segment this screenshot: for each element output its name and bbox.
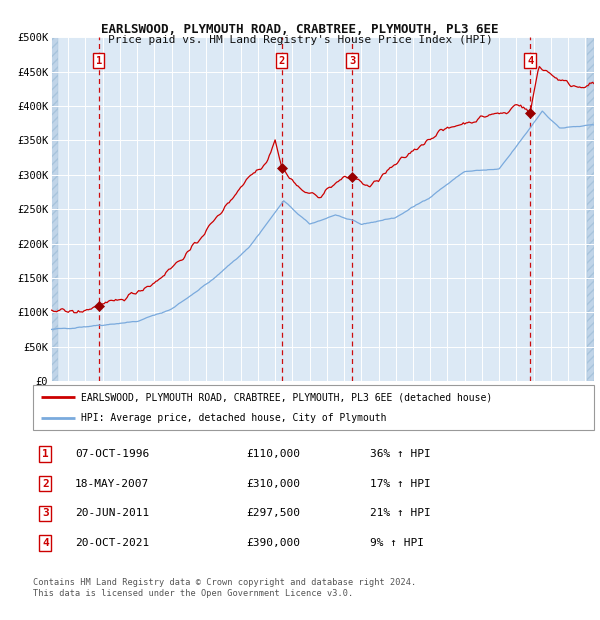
Text: 18-MAY-2007: 18-MAY-2007	[75, 479, 149, 489]
Text: 3: 3	[349, 56, 355, 66]
Text: 3: 3	[42, 508, 49, 518]
Text: 36% ↑ HPI: 36% ↑ HPI	[370, 449, 430, 459]
Text: HPI: Average price, detached house, City of Plymouth: HPI: Average price, detached house, City…	[80, 412, 386, 423]
Text: 9% ↑ HPI: 9% ↑ HPI	[370, 538, 424, 548]
Text: 2: 2	[278, 56, 285, 66]
Text: £310,000: £310,000	[246, 479, 300, 489]
Bar	[587, 37, 594, 381]
Text: This data is licensed under the Open Government Licence v3.0.: This data is licensed under the Open Gov…	[33, 589, 353, 598]
Bar	[587, 37, 594, 381]
Bar	[51, 37, 58, 381]
Text: Price paid vs. HM Land Registry's House Price Index (HPI): Price paid vs. HM Land Registry's House …	[107, 35, 493, 45]
Text: 20-JUN-2011: 20-JUN-2011	[75, 508, 149, 518]
Text: 07-OCT-1996: 07-OCT-1996	[75, 449, 149, 459]
Text: 4: 4	[42, 538, 49, 548]
Text: £297,500: £297,500	[246, 508, 300, 518]
Text: £390,000: £390,000	[246, 538, 300, 548]
Text: 4: 4	[527, 56, 533, 66]
Text: Contains HM Land Registry data © Crown copyright and database right 2024.: Contains HM Land Registry data © Crown c…	[33, 578, 416, 587]
Text: 20-OCT-2021: 20-OCT-2021	[75, 538, 149, 548]
Bar	[51, 37, 58, 381]
Text: 21% ↑ HPI: 21% ↑ HPI	[370, 508, 430, 518]
Text: 2: 2	[42, 479, 49, 489]
Text: 1: 1	[95, 56, 102, 66]
Text: 1: 1	[42, 449, 49, 459]
Text: EARLSWOOD, PLYMOUTH ROAD, CRABTREE, PLYMOUTH, PL3 6EE (detached house): EARLSWOOD, PLYMOUTH ROAD, CRABTREE, PLYM…	[80, 392, 492, 402]
Text: 17% ↑ HPI: 17% ↑ HPI	[370, 479, 430, 489]
Text: £110,000: £110,000	[246, 449, 300, 459]
Text: EARLSWOOD, PLYMOUTH ROAD, CRABTREE, PLYMOUTH, PL3 6EE: EARLSWOOD, PLYMOUTH ROAD, CRABTREE, PLYM…	[101, 23, 499, 36]
FancyBboxPatch shape	[33, 385, 594, 430]
